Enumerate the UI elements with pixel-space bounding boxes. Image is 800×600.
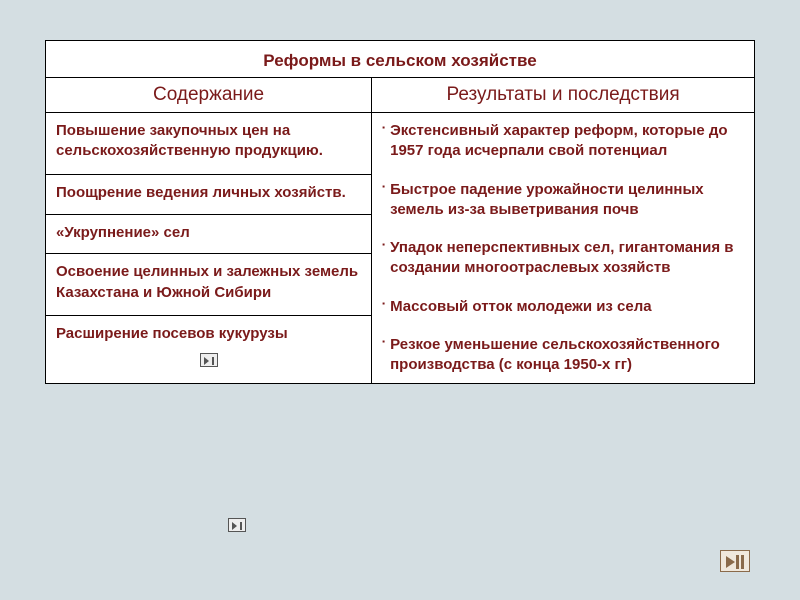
header-right: Результаты и последствия xyxy=(372,78,755,113)
result-bullet: Резкое уменьшение сельскохозяйственного … xyxy=(382,335,744,376)
content-row-4: Расширение посевов кукурузы xyxy=(46,316,372,384)
content-row-0: Повышение закупочных цен на сельскохозяй… xyxy=(46,113,372,175)
result-bullet: Экстенсивный характер реформ, которые до… xyxy=(382,121,744,162)
next-slide-icon[interactable] xyxy=(720,550,750,572)
result-bullet: Массовый отток молодежи из села xyxy=(382,297,744,317)
media-play-icon[interactable] xyxy=(228,518,246,532)
content-row-1: Поощрение ведения личных хозяйств. xyxy=(46,174,372,214)
results-cell: Экстенсивный характер реформ, которые до… xyxy=(372,113,755,384)
content-row-4-text: Расширение посевов кукурузы xyxy=(56,325,288,342)
result-bullet: Быстрое падение урожайности целинных зем… xyxy=(382,180,744,221)
reforms-table: Реформы в сельском хозяйстве Содержание … xyxy=(45,40,755,384)
content-row-2: «Укрупнение» сел xyxy=(46,214,372,254)
table-title: Реформы в сельском хозяйстве xyxy=(46,41,755,78)
header-left: Содержание xyxy=(46,78,372,113)
content-row-3: Освоение целинных и залежных земель Каза… xyxy=(46,254,372,316)
media-play-icon[interactable] xyxy=(200,353,218,367)
result-bullet: Упадок неперспективных сел, гигантомания… xyxy=(382,238,744,279)
